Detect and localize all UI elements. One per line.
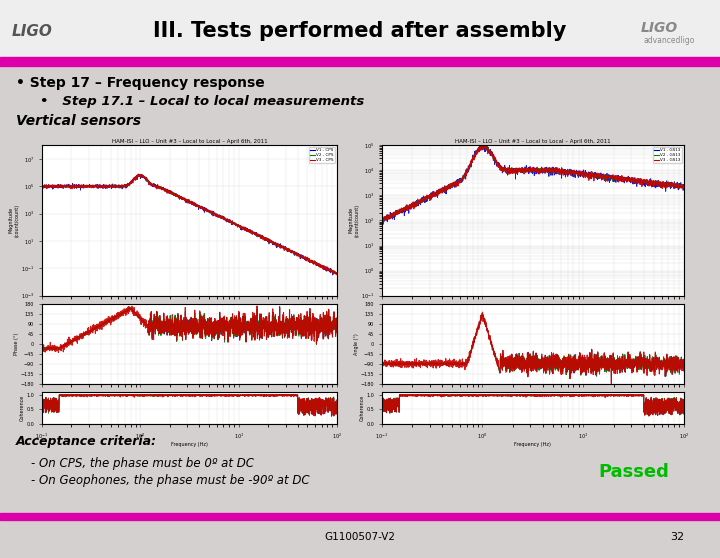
Text: Vertical sensors: Vertical sensors	[16, 114, 141, 128]
Text: LIGO: LIGO	[640, 21, 678, 35]
Y-axis label: Angle (°): Angle (°)	[354, 333, 359, 355]
Bar	[0, 513, 720, 520]
Bar	[0, 57, 720, 66]
Text: - On CPS, the phase must be 0º at DC: - On CPS, the phase must be 0º at DC	[16, 456, 254, 470]
Text: Acceptance criteria:: Acceptance criteria:	[16, 435, 157, 449]
Text: 32: 32	[670, 532, 684, 542]
Legend: V1 - CPS, V2 - CPS, V3 - CPS: V1 - CPS, V2 - CPS, V3 - CPS	[309, 147, 335, 163]
Text: III. Tests performed after assembly: III. Tests performed after assembly	[153, 21, 567, 41]
Bar	[0, 0, 720, 59]
Text: • Step 17 – Frequency response: • Step 17 – Frequency response	[16, 75, 264, 90]
Bar	[0, 66, 720, 558]
X-axis label: Frequency (Hz): Frequency (Hz)	[171, 442, 208, 448]
Text: LIGO: LIGO	[12, 24, 53, 39]
Y-axis label: Magnitude
(count/count): Magnitude (count/count)	[348, 204, 359, 237]
Legend: V1 - GS13, V2 - GS13, V3 - GS13: V1 - GS13, V2 - GS13, V3 - GS13	[652, 147, 682, 163]
Text: Passed: Passed	[598, 463, 669, 480]
Y-axis label: Phase (°): Phase (°)	[14, 333, 19, 355]
Text: - On Geophones, the phase must be -90º at DC: - On Geophones, the phase must be -90º a…	[16, 474, 310, 488]
Y-axis label: Magnitude
(count/count): Magnitude (count/count)	[9, 204, 19, 237]
Text: •   Step 17.1 – Local to local measurements: • Step 17.1 – Local to local measurement…	[40, 95, 364, 108]
Text: G1100507-V2: G1100507-V2	[325, 532, 395, 542]
Title: HAM-ISI – LLO – Unit #3 – Local to Local – April 6th, 2011: HAM-ISI – LLO – Unit #3 – Local to Local…	[112, 139, 267, 144]
X-axis label: Frequency (Hz): Frequency (Hz)	[514, 442, 552, 448]
Text: advancedligo: advancedligo	[644, 36, 696, 45]
Title: HAM-ISI – LLO – Unit #3 – Local to Local – April 6th, 2011: HAM-ISI – LLO – Unit #3 – Local to Local…	[455, 139, 611, 144]
Y-axis label: Coherence: Coherence	[360, 395, 365, 421]
Y-axis label: Coherence: Coherence	[20, 395, 25, 421]
